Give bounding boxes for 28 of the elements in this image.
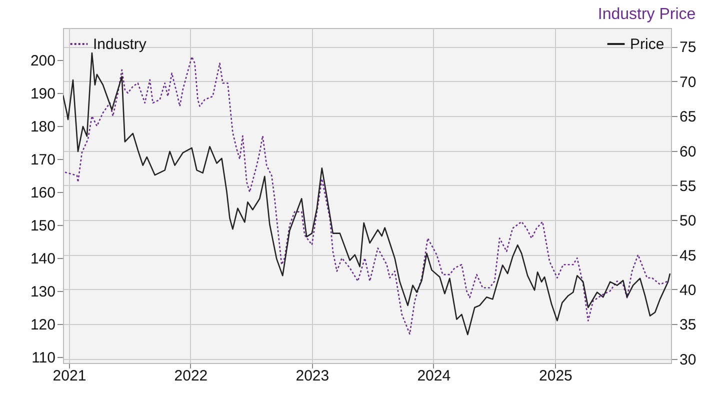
y-tick-label: 180 (30, 118, 56, 136)
y-tick-label: 190 (30, 86, 56, 103)
x-tick-label: 2024 (417, 368, 451, 384)
y2-tick-label: 45 (680, 247, 696, 264)
y-tick-label: 110 (32, 350, 56, 367)
y2-tick-label: 70 (680, 74, 696, 91)
x-tick-label: 2022 (174, 368, 208, 384)
y-tick-label: 130 (30, 284, 56, 301)
y2-tick-label: 75 (680, 39, 696, 56)
y-tick-label: 140 (30, 250, 56, 268)
legend-label: Industry (93, 36, 147, 53)
x-tick-label: 2023 (296, 368, 330, 384)
y-tick-label: 160 (30, 184, 56, 202)
y-tick-label: 170 (30, 152, 56, 169)
legend-label: Price (630, 36, 664, 53)
y2-tick-label: 55 (680, 178, 696, 195)
y-tick-label: 150 (30, 218, 56, 235)
y2-tick-label: 30 (680, 351, 696, 368)
y2-tick-label: 60 (680, 143, 696, 160)
chart-title: Industry Price (598, 6, 696, 23)
y2-tick-label: 50 (680, 212, 696, 230)
y2-tick-label: 40 (680, 282, 696, 299)
y2-tick-label: 65 (680, 108, 696, 126)
x-tick-label: 2021 (52, 368, 86, 384)
x-tick-label: 2025 (539, 368, 572, 384)
y-tick-label: 200 (30, 52, 56, 70)
y2-tick-label: 35 (680, 316, 696, 334)
y-tick-label: 120 (30, 316, 56, 334)
